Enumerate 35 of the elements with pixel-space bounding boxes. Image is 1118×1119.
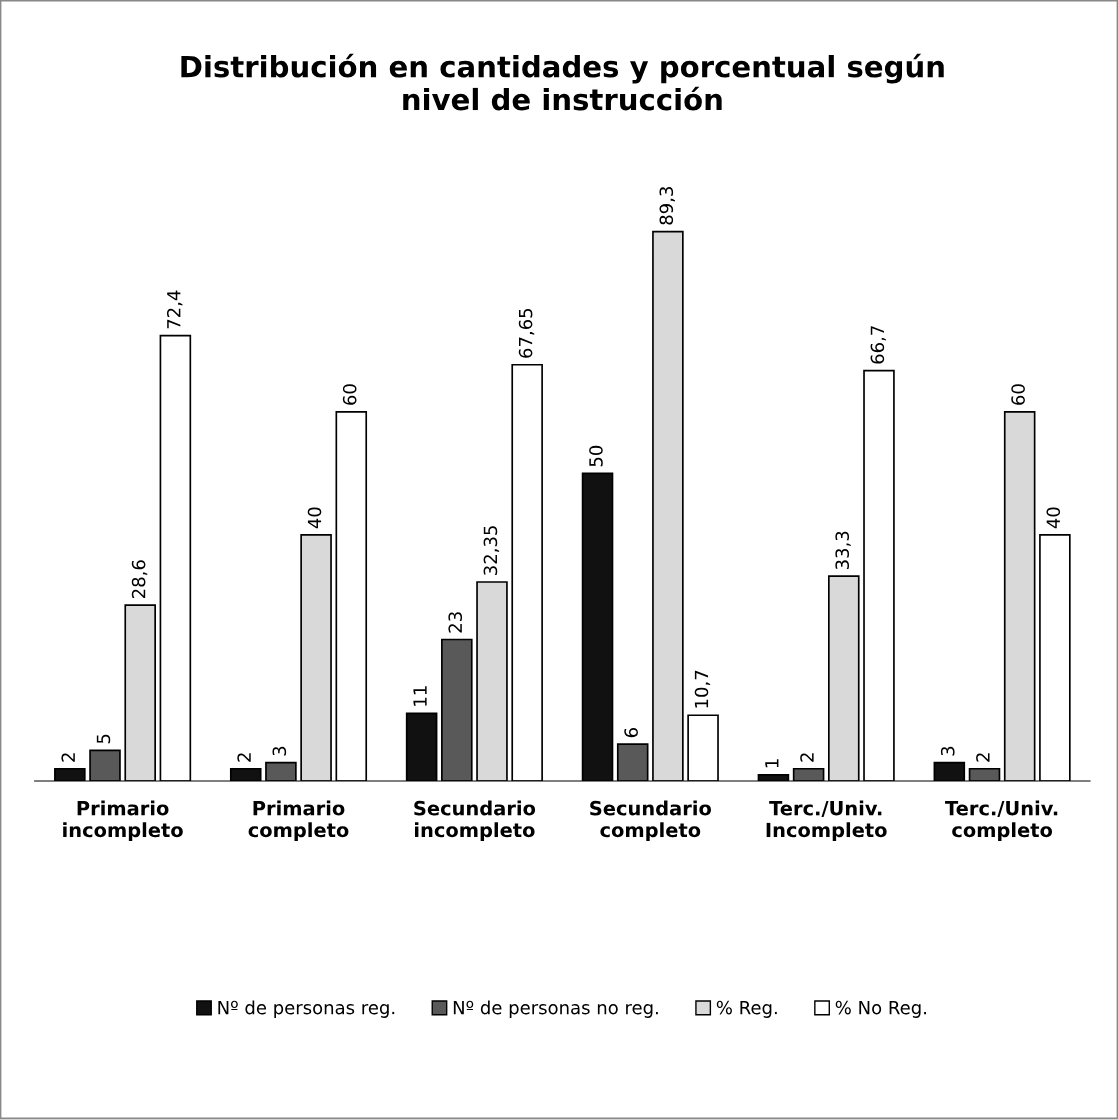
legend-label: % Reg. (716, 1000, 777, 1018)
data-label: 60 (342, 384, 357, 405)
data-label: 50 (589, 445, 603, 467)
data-label: 40 (307, 507, 322, 529)
legend-label: Nº de personas no reg. (453, 1000, 658, 1018)
data-label: 28,6 (131, 560, 148, 599)
x-tick-label: Terc./Univ. Incompleto (766, 800, 887, 842)
data-label: 32,35 (483, 526, 500, 575)
data-label: 2 (237, 753, 251, 762)
data-label: 3 (940, 746, 955, 756)
x-tick-label: Terc./Univ. completo (945, 800, 1058, 842)
data-label: 23 (448, 612, 463, 633)
data-label: 11 (413, 686, 427, 706)
data-label: 33,3 (835, 531, 851, 570)
data-label: 40 (1046, 507, 1061, 529)
x-tick-label: Secundario incompleto (414, 800, 536, 842)
data-label: 66,7 (870, 326, 887, 364)
data-label: 60 (1011, 384, 1025, 405)
data-label: 2 (61, 753, 75, 762)
x-tick-label: Secundario completo (590, 800, 711, 842)
x-tick-label: Primario incompleto (63, 800, 183, 842)
data-label: 72,4 (166, 290, 183, 329)
data-label: 2 (800, 753, 814, 762)
legend-label: Nº de personas reg. (218, 1000, 395, 1018)
data-label: 6 (624, 728, 638, 738)
data-label: 67,65 (518, 308, 535, 358)
chart-title: Distribución en cantidades y porcentual según nivel de instrucción (181, 53, 944, 111)
x-tick-label: Primario completo (248, 800, 349, 842)
data-label: 3 (272, 746, 287, 756)
data-label: 2 (976, 753, 990, 762)
legend-label: % No Reg. (835, 1000, 926, 1018)
data-label: 89,3 (659, 187, 675, 225)
data-label: 1 (765, 759, 779, 768)
data-label: 5 (96, 734, 111, 744)
data-label: 10,7 (694, 670, 711, 708)
